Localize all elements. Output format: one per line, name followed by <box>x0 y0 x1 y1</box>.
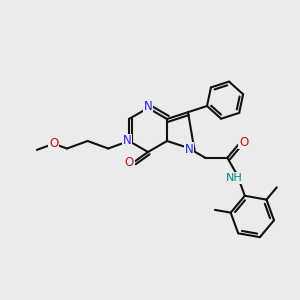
Text: N: N <box>123 134 131 148</box>
Text: O: O <box>124 157 134 169</box>
Text: O: O <box>239 136 248 148</box>
Text: O: O <box>49 137 58 150</box>
Text: N: N <box>184 143 194 156</box>
Text: N: N <box>144 100 152 113</box>
Text: NH: NH <box>226 173 243 183</box>
